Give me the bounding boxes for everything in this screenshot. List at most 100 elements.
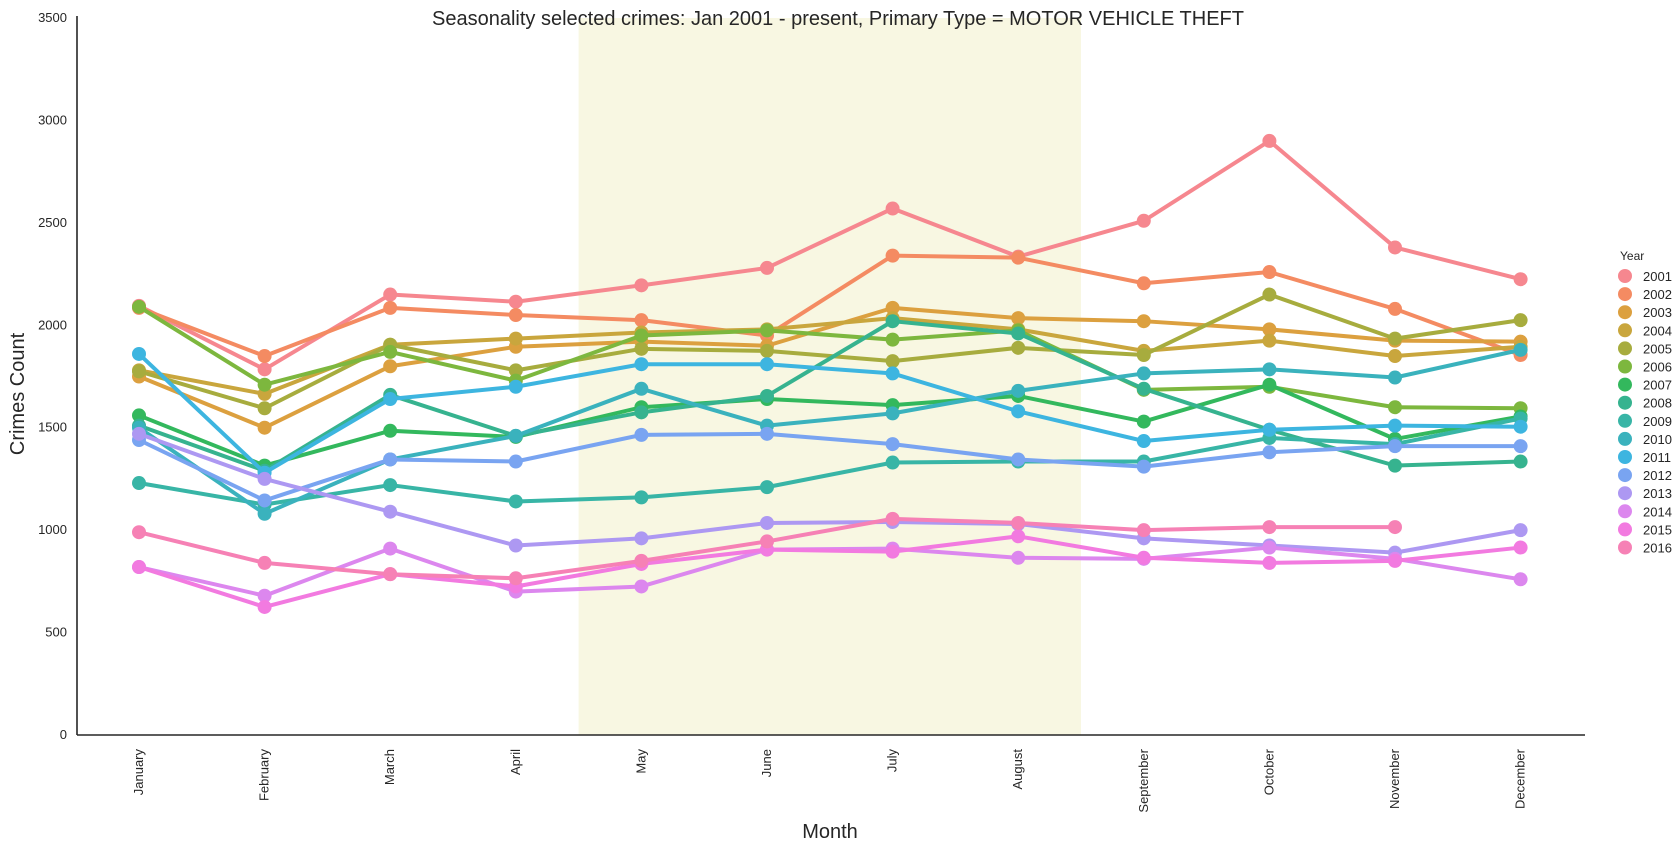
data-point [1513,439,1528,454]
highlight-span-layer [578,18,1081,735]
data-point [1011,383,1026,398]
data-point [257,362,272,377]
data-point [1136,213,1151,228]
data-point [257,599,272,614]
legend-marker [1618,413,1632,428]
y-tick-label: 1500 [38,420,67,435]
data-point [634,313,649,328]
data-point [1136,381,1151,396]
data-point [132,426,146,441]
data-point [1513,419,1528,434]
axes: 0 500 1000 1500 2000 2500 3000 3500 January Febru… [38,10,1585,813]
legend-marker [1618,359,1632,374]
data-point [508,571,523,586]
legend-marker [1618,522,1632,537]
series-line [137,305,1523,430]
data-point [760,480,774,495]
data-point [1388,349,1402,364]
legend-marker [1618,504,1632,519]
x-tick-label: August [1010,749,1025,790]
data-point [1388,520,1402,535]
data-point [1513,523,1528,538]
legend-label: 2006 [1643,360,1672,375]
data-point [1388,458,1402,473]
data-point [257,506,272,521]
data-point [760,426,774,441]
legend-label: 2005 [1643,341,1672,356]
series-layer [132,133,1528,614]
legend-marker [1618,323,1632,338]
data-point [1011,311,1026,326]
data-point [885,300,900,315]
data-point [1388,553,1402,568]
data-point [383,300,398,315]
y-tick-label: 3500 [38,10,67,25]
data-point [1011,326,1026,341]
data-point [885,332,900,347]
data-point [1136,314,1151,329]
data-point [885,406,900,421]
y-tick-label: 2500 [38,215,67,230]
data-point [132,560,146,575]
data-point [1262,555,1277,570]
data-point [760,343,774,358]
legend-marker [1618,341,1632,356]
data-point [257,349,272,364]
highlight-span [578,18,1081,735]
data-point [1136,414,1151,429]
data-point [383,452,398,467]
data-point [508,308,523,323]
data-point [760,323,774,338]
y-axis-label: Crimes Count [7,332,29,455]
series-2006 [132,299,1528,416]
data-point [885,437,900,452]
series-line [137,431,1523,555]
data-point [1388,418,1402,433]
data-point [885,354,900,369]
data-point [1262,133,1277,148]
legend-marker [1618,486,1632,501]
data-point [383,423,398,438]
series-2010 [132,342,1528,521]
data-point [760,357,774,372]
series-line [137,316,1523,396]
data-point [1388,301,1402,316]
legend-label: 2016 [1643,541,1672,556]
legend-label: 2004 [1643,323,1672,338]
data-point [257,471,272,486]
series-line [137,382,1523,468]
legend-label: 2014 [1643,504,1672,519]
data-point [1262,445,1277,460]
data-point [1513,342,1528,357]
data-point [132,408,146,423]
data-point [1136,276,1151,291]
series-2016 [132,511,1402,586]
data-point [508,428,523,443]
data-point [132,525,146,540]
data-point [1388,400,1402,415]
x-tick-label: February [257,749,272,802]
series-line [137,416,1523,507]
data-point [1513,313,1528,328]
legend-marker [1618,305,1632,320]
data-point [508,538,523,553]
data-point [1388,240,1402,255]
data-point [508,454,523,469]
series-line [137,431,1523,503]
data-point [1011,404,1026,419]
data-point [1262,520,1277,535]
data-point [1136,523,1151,538]
data-point [634,381,649,396]
data-point [1388,331,1402,346]
data-point [257,401,272,416]
chart-title: Seasonality selected crimes: Jan 2001 - … [432,8,1244,30]
data-point [508,363,523,378]
legend-label: 2002 [1643,287,1672,302]
data-point [885,366,900,381]
series-line [137,351,1523,475]
data-point [1136,434,1151,449]
legend-label: 2010 [1643,432,1672,447]
data-point [1262,322,1277,337]
data-point [257,377,272,392]
data-point [1136,347,1151,362]
